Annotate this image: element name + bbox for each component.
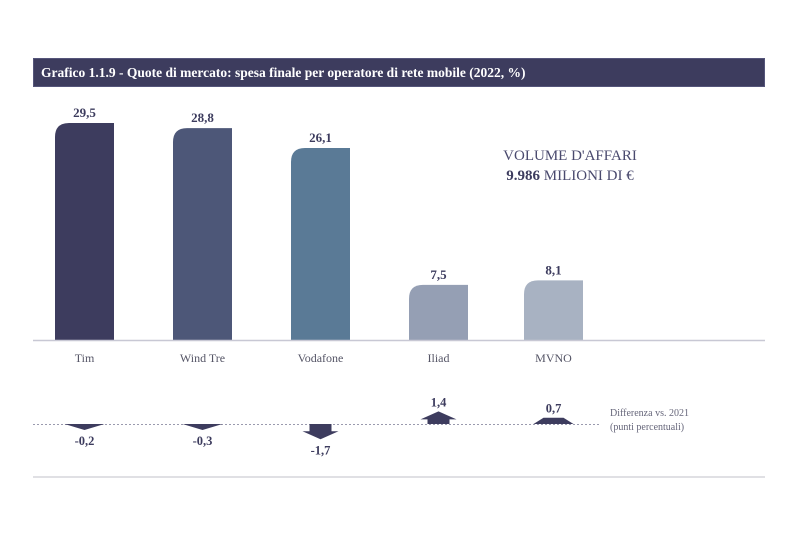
value-label: 7,5 xyxy=(430,267,447,282)
diff-note-line1: Differenza vs. 2021 xyxy=(610,408,689,419)
diff-value-label: -0,3 xyxy=(193,434,213,448)
category-label: Iliad xyxy=(428,351,450,365)
category-label: Tim xyxy=(75,351,95,365)
category-label: Wind Tre xyxy=(180,351,225,365)
category-label: Vodafone xyxy=(298,351,344,365)
volume-value-line: 9.986 MILIONI DI € xyxy=(470,166,670,186)
diff-value-label: -0,2 xyxy=(75,434,95,448)
arrow-down-icon xyxy=(302,424,339,440)
diff-value-label: -1,7 xyxy=(311,443,331,457)
volume-label: VOLUME D'AFFARI xyxy=(503,148,637,164)
chart-title: Grafico 1.1.9 - Quote di mercato: spesa … xyxy=(41,65,526,80)
value-label: 29,5 xyxy=(73,105,96,120)
value-label: 28,8 xyxy=(191,110,214,125)
bar-vodafone xyxy=(291,148,350,340)
arrow-down-icon xyxy=(64,424,105,430)
diff-value-label: 1,4 xyxy=(431,395,447,409)
bar-mvno xyxy=(524,280,583,340)
chart-title-bar: Grafico 1.1.9 - Quote di mercato: spesa … xyxy=(33,58,765,87)
bar-tim xyxy=(55,123,114,340)
arrow-down-icon xyxy=(182,424,223,430)
bar-iliad xyxy=(409,284,468,340)
diff-note-line2: (punti percentuali) xyxy=(610,422,685,433)
arrow-up-icon xyxy=(533,417,574,424)
value-label: 26,1 xyxy=(309,130,332,145)
arrow-up-icon xyxy=(420,411,457,424)
volume-annotation: VOLUME D'AFFARI 9.986 MILIONI DI € xyxy=(470,146,670,186)
volume-unit: MILIONI DI € xyxy=(540,168,634,184)
bars-group xyxy=(55,123,583,340)
diff-arrows-group: -0,2 -0,3 -1,7 1,4 0,7 xyxy=(64,395,574,457)
diff-legend-note: Differenza vs. 2021 (punti percentuali) xyxy=(610,407,689,435)
bar-wind-tre xyxy=(173,128,232,340)
labels-group: 29,5 Tim 28,8 Wind Tre 26,1 Vodafone 7,5 Iliad 8… xyxy=(73,105,572,365)
diff-value-label: 0,7 xyxy=(546,402,562,416)
value-label: 8,1 xyxy=(545,262,561,277)
volume-value: 9.986 xyxy=(506,168,540,184)
category-label: MVNO xyxy=(535,351,572,365)
